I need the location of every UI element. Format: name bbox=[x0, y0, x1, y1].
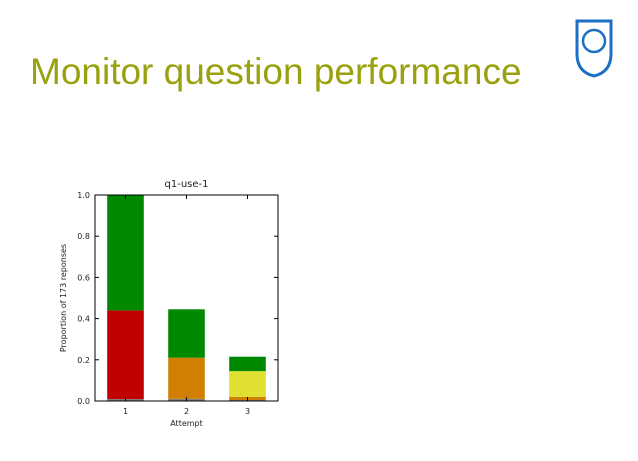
y-axis-label: Proportion of 173 reponses bbox=[59, 244, 68, 352]
y-tick-label: 0.0 bbox=[77, 397, 90, 406]
shield-shape bbox=[575, 19, 613, 78]
y-tick-label: 0.6 bbox=[77, 273, 90, 282]
bar-1-segment-1 bbox=[107, 310, 144, 399]
chart-q1-use-1: 0.0 0.2 0.4 0.6 0.8 1.0 1 2 3 q1-use-1 Attempt Prop… bbox=[59, 179, 279, 428]
bar-2-segment-4 bbox=[168, 309, 205, 358]
bar-1-segment-4 bbox=[107, 195, 144, 311]
x-tick-label: 2 bbox=[184, 407, 189, 416]
y-tick-label: 0.8 bbox=[77, 232, 90, 241]
chart-title: q1-use-1 bbox=[165, 179, 209, 190]
slide-title: Monitor question performance bbox=[30, 51, 522, 92]
y-tick-label: 1.0 bbox=[77, 191, 90, 200]
bar-3-segment-4 bbox=[229, 356, 266, 372]
x-axis-label: Attempt bbox=[170, 419, 203, 428]
x-tick-label: 1 bbox=[123, 407, 128, 416]
shield-logo-icon bbox=[575, 19, 613, 78]
x-tick-label: 3 bbox=[245, 407, 250, 416]
y-tick-label: 0.4 bbox=[77, 315, 90, 324]
chart-icma55-q1: 0.00.20.40.60.81.0123icma55/q1AttemptPro… bbox=[0, 0, 300, 461]
bar-3-segment-3 bbox=[229, 371, 266, 397]
y-tick-label: 0.2 bbox=[77, 356, 90, 365]
shield-circle bbox=[581, 28, 607, 54]
bar-2-segment-2 bbox=[168, 357, 205, 399]
